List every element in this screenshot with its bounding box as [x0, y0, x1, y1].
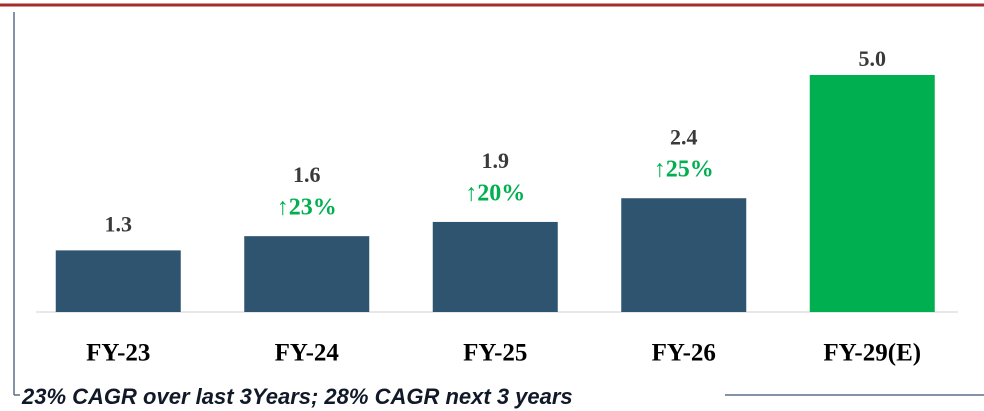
growth-label: ↑23%	[277, 195, 337, 221]
growth-label: ↑20%	[465, 180, 525, 206]
bar	[809, 75, 935, 312]
value-label: 2.4	[670, 124, 698, 149]
x-tick-label: FY-25	[463, 340, 527, 367]
value-label: 1.6	[293, 162, 321, 187]
bar	[244, 236, 370, 312]
value-label: 1.9	[482, 148, 510, 173]
bar	[55, 250, 181, 312]
footnote: 23% CAGR over last 3Years; 28% CAGR next…	[21, 384, 573, 409]
growth-label: ↑25%	[654, 157, 714, 183]
x-tick-label: FY-29(E)	[823, 340, 921, 367]
bar	[621, 198, 747, 312]
x-tick-label: FY-24	[275, 340, 340, 367]
x-tick-label: FY-26	[652, 340, 716, 367]
value-label: 5.0	[859, 46, 887, 71]
bar	[432, 221, 558, 312]
x-tick-label: FY-23	[86, 340, 150, 367]
value-label: 1.3	[105, 211, 133, 236]
